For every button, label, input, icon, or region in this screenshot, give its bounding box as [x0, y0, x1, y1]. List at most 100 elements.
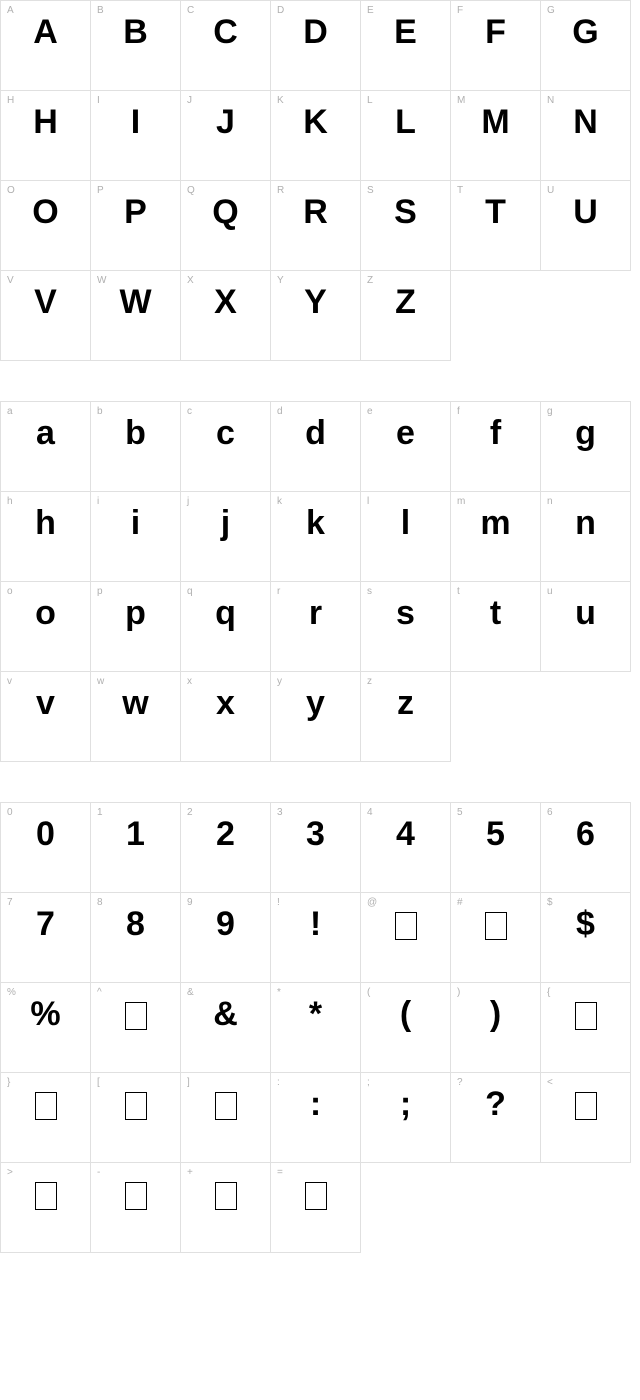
cell-glyph: [91, 997, 180, 1031]
glyph-cell: AA: [1, 1, 91, 91]
cell-glyph: y: [271, 686, 360, 720]
glyph-cell: nn: [541, 492, 631, 582]
glyph-cell: +: [181, 1163, 271, 1253]
glyph-cell: 88: [91, 893, 181, 983]
missing-glyph-icon: [215, 1092, 237, 1120]
cell-glyph: l: [361, 506, 450, 540]
cell-glyph: 9: [181, 907, 270, 941]
cell-glyph: 6: [541, 817, 630, 851]
cell-glyph: Q: [181, 195, 270, 229]
glyph-cell: TT: [451, 181, 541, 271]
glyph-cell: JJ: [181, 91, 271, 181]
glyph-cell: RR: [271, 181, 361, 271]
glyph-cell: $$: [541, 893, 631, 983]
cell-glyph: o: [1, 596, 90, 630]
cell-glyph: x: [181, 686, 270, 720]
cell-glyph: p: [91, 596, 180, 630]
cell-glyph: r: [271, 596, 360, 630]
glyph-cell: ((: [361, 983, 451, 1073]
glyph-cell: ZZ: [361, 271, 451, 361]
glyph-cell: QQ: [181, 181, 271, 271]
cell-glyph: X: [181, 285, 270, 319]
glyph-cell: )): [451, 983, 541, 1073]
cell-glyph: [271, 1177, 360, 1211]
cell-glyph: k: [271, 506, 360, 540]
cell-glyph: 0: [1, 817, 90, 851]
glyph-cell: {: [541, 983, 631, 1073]
glyph-cell: aa: [1, 402, 91, 492]
glyph-cell: tt: [451, 582, 541, 672]
glyph-cell: PP: [91, 181, 181, 271]
glyph-cell: SS: [361, 181, 451, 271]
cell-glyph: t: [451, 596, 540, 630]
cell-glyph: *: [271, 997, 360, 1031]
glyph-cell: @: [361, 893, 451, 983]
cell-glyph: 1: [91, 817, 180, 851]
cell-glyph: h: [1, 506, 90, 540]
glyph-cell: II: [91, 91, 181, 181]
cell-glyph: M: [451, 105, 540, 139]
glyph-cell: 22: [181, 803, 271, 893]
glyph-cell: FF: [451, 1, 541, 91]
cell-glyph: [541, 1087, 630, 1121]
cell-glyph: ;: [361, 1087, 450, 1121]
glyph-cell: ]: [181, 1073, 271, 1163]
cell-glyph: S: [361, 195, 450, 229]
glyph-cell: VV: [1, 271, 91, 361]
glyph-cell: 99: [181, 893, 271, 983]
cell-glyph: V: [1, 285, 90, 319]
cell-glyph: J: [181, 105, 270, 139]
cell-glyph: [1, 1087, 90, 1121]
glyph-cell: ww: [91, 672, 181, 762]
section-digits-symbols: 00112233445566778899!!@#$$%%^&&**(()){}[…: [0, 802, 640, 1253]
cell-glyph: O: [1, 195, 90, 229]
cell-glyph: [181, 1087, 270, 1121]
glyph-cell: 00: [1, 803, 91, 893]
cell-glyph: B: [91, 15, 180, 49]
cell-glyph: [91, 1087, 180, 1121]
cell-glyph: g: [541, 416, 630, 450]
cell-glyph: [451, 907, 540, 941]
cell-glyph: U: [541, 195, 630, 229]
cell-glyph: q: [181, 596, 270, 630]
missing-glyph-icon: [35, 1092, 57, 1120]
glyph-cell: rr: [271, 582, 361, 672]
cell-glyph: (: [361, 997, 450, 1031]
cell-glyph: 3: [271, 817, 360, 851]
cell-glyph: [1, 1177, 90, 1211]
cell-glyph: a: [1, 416, 90, 450]
glyph-cell: ii: [91, 492, 181, 582]
cell-glyph: [91, 1177, 180, 1211]
cell-glyph: E: [361, 15, 450, 49]
cell-glyph: P: [91, 195, 180, 229]
cell-glyph: D: [271, 15, 360, 49]
cell-glyph: b: [91, 416, 180, 450]
cell-glyph: w: [91, 686, 180, 720]
glyph-cell: HH: [1, 91, 91, 181]
missing-glyph-icon: [125, 1092, 147, 1120]
cell-glyph: L: [361, 105, 450, 139]
glyph-cell: uu: [541, 582, 631, 672]
cell-glyph: 8: [91, 907, 180, 941]
cell-glyph: $: [541, 907, 630, 941]
cell-glyph: H: [1, 105, 90, 139]
glyph-cell: pp: [91, 582, 181, 672]
glyph-grid: 00112233445566778899!!@#$$%%^&&**(()){}[…: [0, 802, 631, 1253]
glyph-cell: EE: [361, 1, 451, 91]
cell-glyph: e: [361, 416, 450, 450]
cell-glyph: T: [451, 195, 540, 229]
glyph-cell: 66: [541, 803, 631, 893]
glyph-cell: XX: [181, 271, 271, 361]
cell-glyph: s: [361, 596, 450, 630]
cell-glyph: Y: [271, 285, 360, 319]
cell-glyph: j: [181, 506, 270, 540]
glyph-grid: AABBCCDDEEFFGGHHIIJJKKLLMMNNOOPPQQRRSSTT…: [0, 0, 631, 361]
cell-glyph: 5: [451, 817, 540, 851]
cell-glyph: N: [541, 105, 630, 139]
glyph-cell: vv: [1, 672, 91, 762]
glyph-cell: xx: [181, 672, 271, 762]
glyph-cell: gg: [541, 402, 631, 492]
glyph-cell: KK: [271, 91, 361, 181]
cell-glyph: d: [271, 416, 360, 450]
glyph-cell: ff: [451, 402, 541, 492]
